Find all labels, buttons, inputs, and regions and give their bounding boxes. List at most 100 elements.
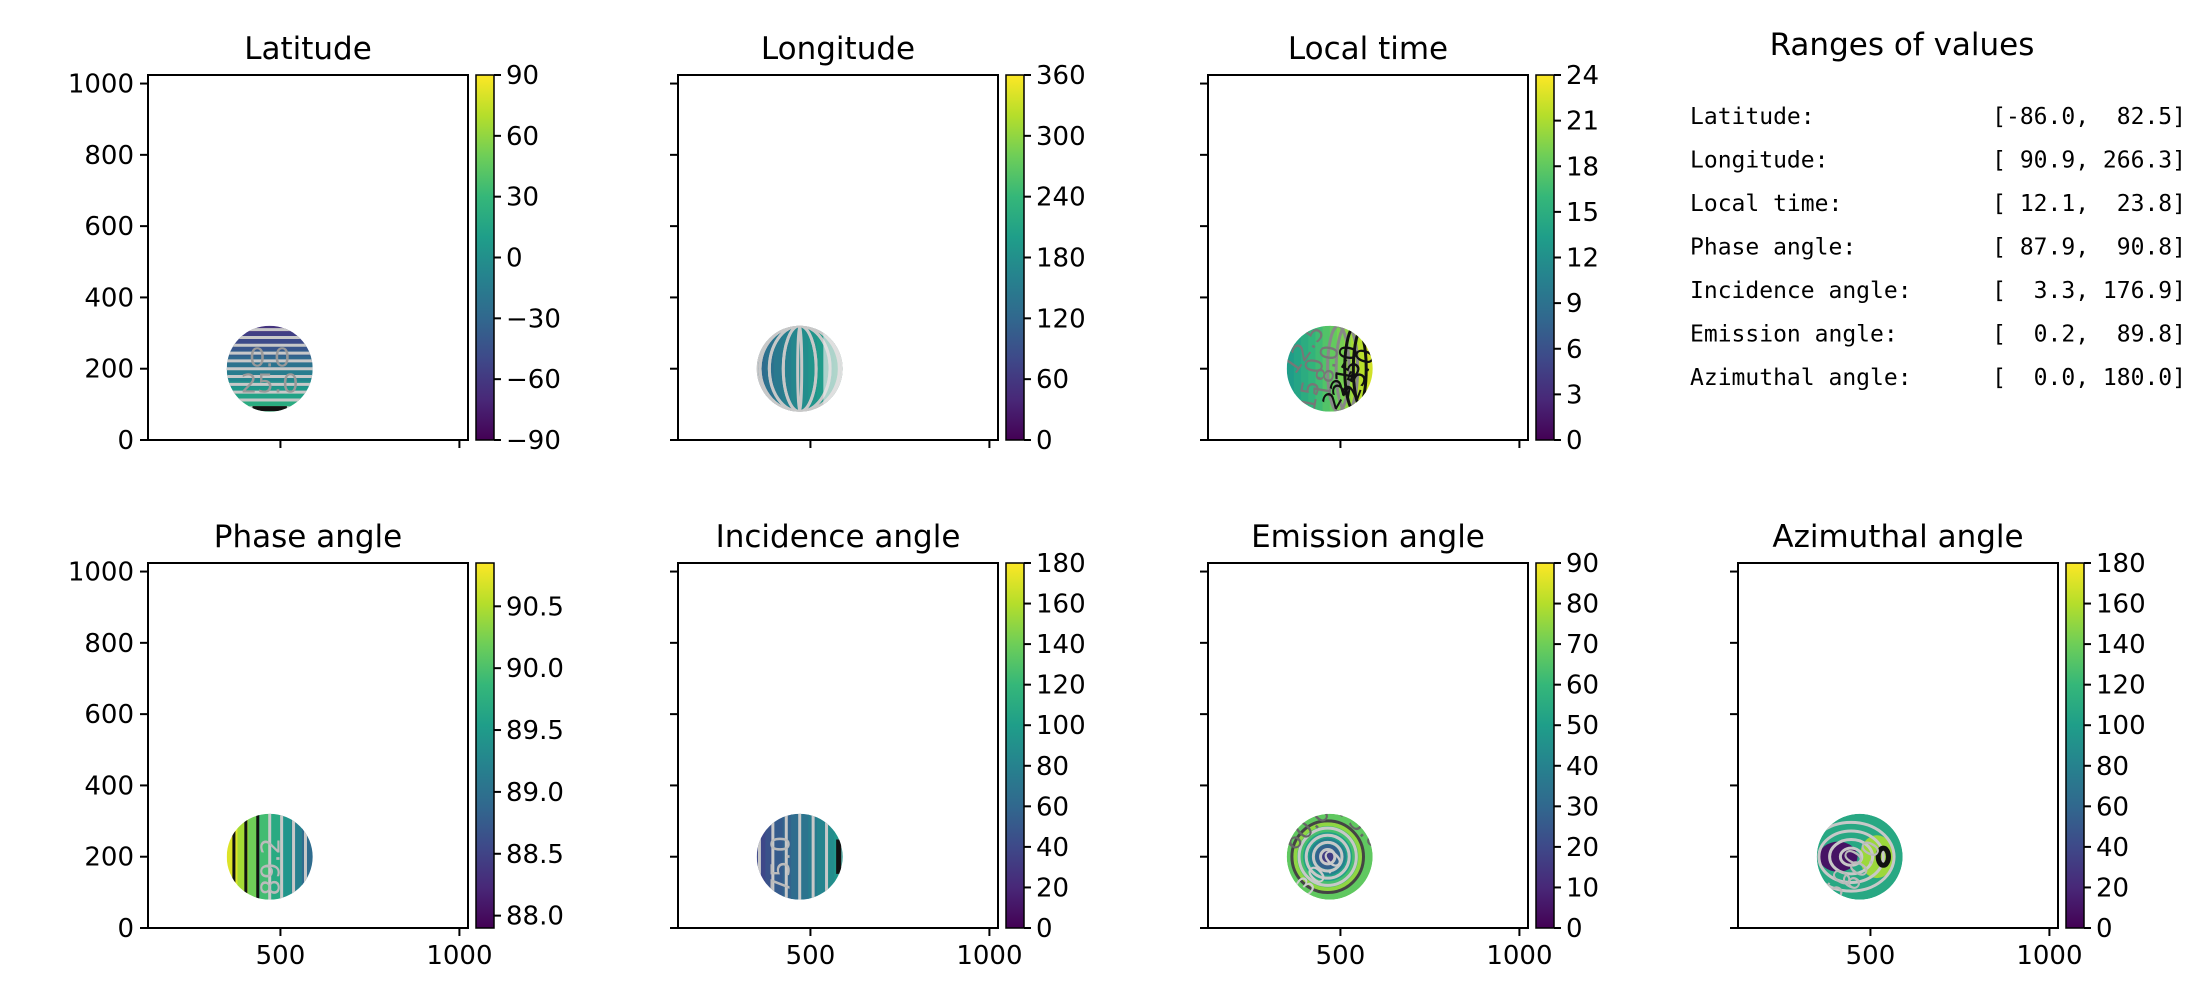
chart-panel-4: Incidence angle 75.0 500 1000 0 20 40 60 80 100 12…	[670, 519, 1086, 971]
axes-frame	[1207, 562, 1529, 929]
chart-title: Incidence angle	[716, 519, 961, 555]
contour-label: 75.0	[767, 836, 797, 894]
colorbar-tick-label: 90.5	[506, 592, 564, 622]
contour-line	[796, 325, 804, 412]
colorbar-tick-label: 40	[1566, 752, 1599, 782]
chart-panel-2: Local time 12.518.021.022.525.015.0 0 3 6 9 12…	[1200, 31, 1599, 456]
ranges-panel: Ranges of values Latitude: [-86.0, 82.5]L…	[1690, 27, 2186, 391]
disk-band	[1301, 325, 1310, 412]
colorbar-tick-label: 0	[1566, 914, 1583, 944]
x-tick-label: 1000	[956, 941, 1022, 971]
range-value: [ 3.3, 176.9]	[1992, 278, 2186, 304]
colorbar-tick-label: 18	[1566, 152, 1599, 182]
panels: Latitude0.025.002004006008001000−90−60−3…	[68, 31, 2146, 971]
colorbar-tick-label: 60	[1036, 792, 1069, 822]
colorbar-tick-label: 89.0	[506, 778, 564, 808]
colorbar-tick-label: 6	[1566, 335, 1583, 365]
colorbar-tick-label: 360	[1036, 61, 1086, 91]
disk-band	[1336, 325, 1346, 412]
colorbar-tick-label: 80	[1566, 590, 1599, 620]
axes-frame	[1737, 562, 2059, 929]
planet-disk: 89.2	[226, 813, 313, 900]
y-tick-label: 1000	[68, 70, 134, 100]
range-label: Longitude:	[1690, 148, 1828, 174]
range-label: Incidence angle:	[1690, 278, 1912, 304]
contour-label: 0.0	[249, 344, 290, 374]
contour-line	[1828, 838, 1875, 876]
colorbar-tick-label: 60	[1566, 671, 1599, 701]
disk-band	[782, 325, 793, 412]
disk-band	[269, 813, 282, 900]
colorbar-tick-label: 89.5	[506, 716, 564, 746]
disk-band	[791, 813, 801, 900]
chart-title: Emission angle	[1251, 519, 1485, 555]
colorbar-tick-label: 60	[1036, 365, 1069, 395]
disk-band	[226, 399, 313, 407]
colorbar-tick-label: 0	[1036, 914, 1053, 944]
planet-disk: 75.0	[756, 813, 843, 900]
colorbar	[1005, 562, 1025, 929]
contour-line	[1290, 819, 1365, 895]
contour-label: 89.2	[257, 838, 287, 896]
colorbar-tick-label: 21	[1566, 107, 1599, 137]
disk-band	[248, 813, 260, 900]
night-side	[823, 325, 843, 412]
axes-frame	[147, 74, 469, 441]
colorbar-tick-label: 90	[1566, 549, 1599, 579]
range-label: Latitude:	[1690, 104, 1815, 130]
colorbar-tick-label: 180	[1036, 244, 1086, 274]
colorbar-tick-label: 100	[2096, 711, 2146, 741]
y-tick-label: 800	[84, 629, 134, 659]
planet-disk: 60.075.030.0	[1286, 813, 1373, 900]
range-value: [ 0.0, 180.0]	[1992, 365, 2186, 391]
colorbar	[1005, 74, 1025, 441]
colorbar-tick-label: 20	[1036, 873, 1069, 903]
chart-title: Azimuthal angle	[1772, 519, 2023, 555]
colorbar-tick-label: 70	[1566, 630, 1599, 660]
chart-panel-0: Latitude0.025.002004006008001000−90−60−3…	[68, 31, 561, 456]
colorbar-tick-label: 100	[1036, 711, 1086, 741]
colorbar-tick-label: 30	[506, 183, 539, 213]
y-tick-label: 400	[84, 771, 134, 801]
x-tick-label: 500	[1846, 941, 1896, 971]
colorbar-tick-label: 24	[1566, 61, 1599, 91]
disk-band	[291, 813, 303, 900]
colorbar-tick-label: 3	[1566, 380, 1583, 410]
planet-disk: 50.060.0	[1816, 813, 1903, 900]
disk-band	[1329, 325, 1338, 412]
colorbar-tick-label: 90.0	[506, 654, 564, 684]
contour-line	[1326, 325, 1351, 412]
x-tick-label: 500	[786, 941, 836, 971]
colorbar-tick-label: 30	[1566, 792, 1599, 822]
disk-band	[1286, 325, 1295, 412]
contour-line	[1297, 826, 1358, 887]
disk-band	[226, 344, 313, 352]
chart-panel-3: Phase angle 89.2 500 1000 0 200 400 600 800 1000 8…	[68, 519, 564, 971]
colorbar-tick-label: 20	[2096, 873, 2129, 903]
disk-band	[1351, 325, 1360, 412]
ranges-rows: Latitude: [-86.0, 82.5] Longitude: [ 90.9, …	[1690, 104, 2186, 391]
axes-frame	[147, 562, 469, 929]
range-label: Local time:	[1690, 191, 1842, 217]
planet-disk	[756, 325, 843, 412]
colorbar-tick-label: 0	[506, 244, 523, 274]
axes-frame	[1207, 74, 1529, 441]
disk-band	[1315, 325, 1324, 412]
contour-line	[781, 325, 818, 412]
disk-band	[825, 813, 836, 900]
x-tick-label: 1000	[426, 941, 492, 971]
disk-band	[226, 338, 313, 346]
disk-band	[1365, 325, 1373, 412]
disk-band	[226, 331, 313, 340]
y-tick-label: 200	[84, 843, 134, 873]
colorbar-tick-label: 50	[1566, 711, 1599, 741]
contour-line	[1343, 325, 1368, 412]
range-value: [ 12.1, 23.8]	[1992, 191, 2186, 217]
colorbar-tick-label: 160	[2096, 590, 2146, 620]
colorbar-tick-label: −90	[506, 426, 561, 456]
contour-line	[1304, 833, 1351, 880]
colorbar-tick-label: 60	[506, 122, 539, 152]
chart-panel-1: Longitude 0 60 120 180 240 300 360	[670, 31, 1086, 456]
colorbar-tick-label: 120	[2096, 671, 2146, 701]
disk-band	[756, 813, 767, 900]
